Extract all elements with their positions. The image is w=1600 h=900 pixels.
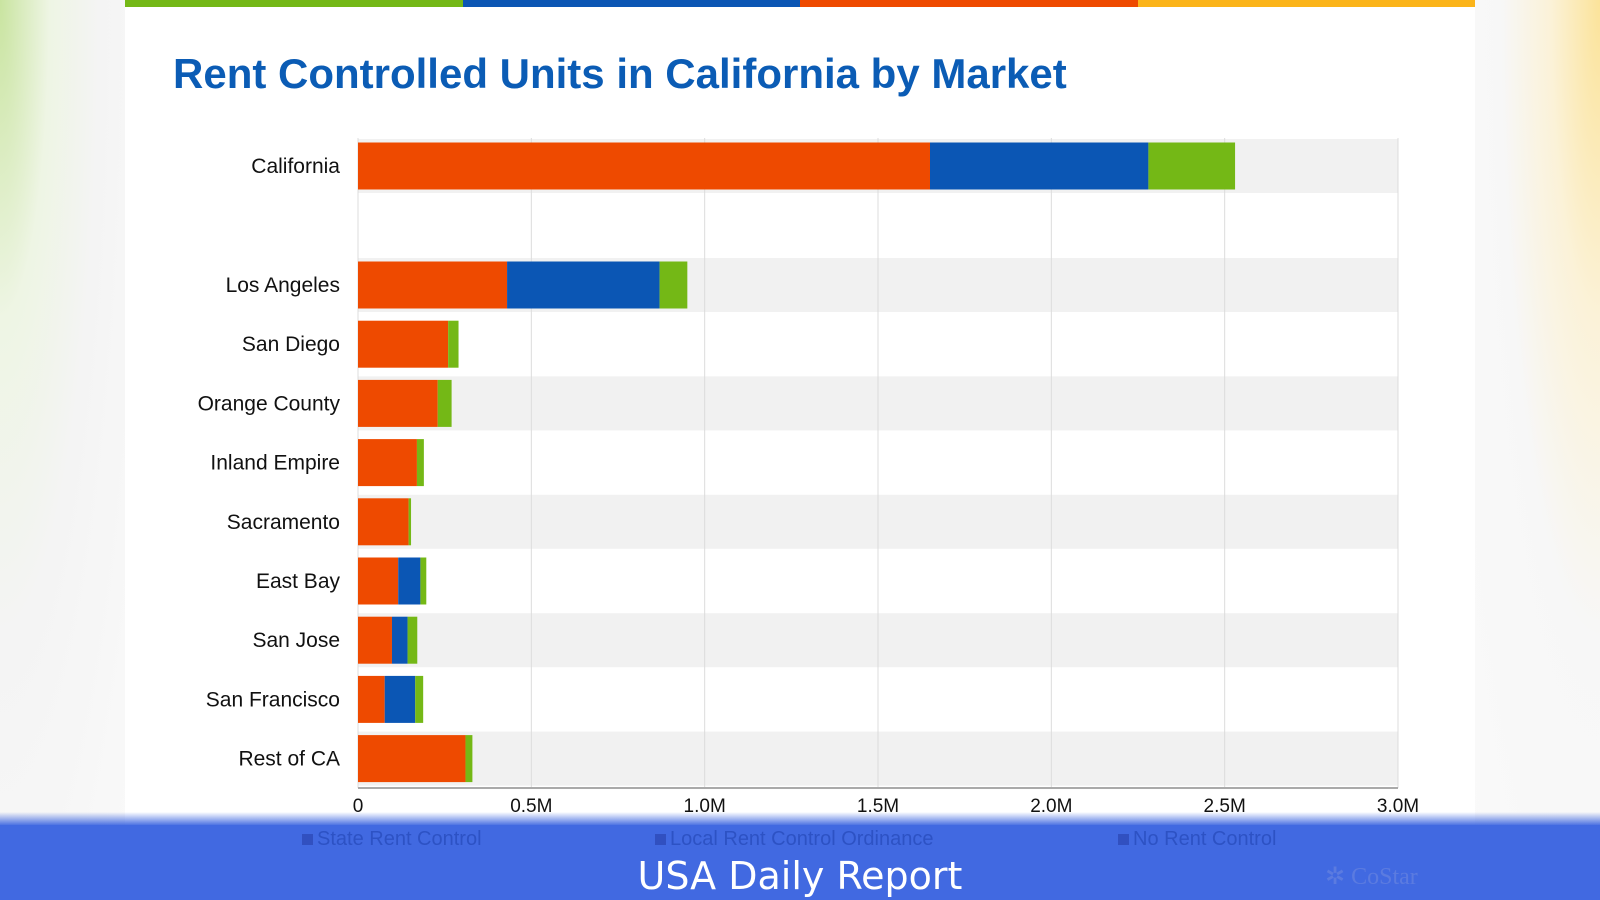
background-right [1460, 0, 1600, 900]
strip-segment [125, 0, 463, 7]
bar-state-rent-control [358, 261, 508, 309]
strip-segment [800, 0, 1138, 7]
category-label: San Francisco [206, 688, 340, 711]
x-tick-label: 2.0M [1030, 796, 1072, 817]
legend-label: No Rent Control [1133, 828, 1277, 850]
category-label: Sacramento [227, 511, 340, 534]
bar-no-rent-control [1148, 142, 1236, 190]
bar-state-rent-control [358, 320, 449, 368]
bar-state-rent-control [358, 439, 417, 487]
category-label: San Jose [252, 629, 340, 652]
legend-swatch [1118, 833, 1129, 845]
legend-item: State Rent Control [302, 828, 482, 850]
x-tick-label: 3.0M [1377, 796, 1419, 817]
bar-no-rent-control [448, 320, 459, 368]
category-label: Orange County [198, 392, 341, 415]
strip-segment [462, 0, 800, 7]
bar-state-rent-control [358, 675, 385, 723]
bar-no-rent-control [420, 557, 427, 605]
bar-local-rent-control-ordinance [507, 261, 660, 309]
bar-state-rent-control [358, 616, 392, 664]
category-label: Rest of CA [238, 748, 340, 771]
bar-state-rent-control [358, 498, 409, 546]
bar-no-rent-control [415, 675, 424, 723]
bar-state-rent-control [358, 735, 466, 783]
bar-state-rent-control [358, 379, 438, 427]
x-tick-label: 1.5M [857, 796, 899, 817]
bar-local-rent-control-ordinance [384, 675, 416, 723]
x-tick-label: 0 [353, 796, 364, 817]
strip-segment [1137, 0, 1475, 7]
bar-no-rent-control [465, 735, 473, 783]
legend-item: Local Rent Control Ordinance [655, 828, 933, 850]
legend-swatch [302, 833, 313, 845]
legend-label: Local Rent Control Ordinance [670, 828, 934, 850]
category-label: Inland Empire [210, 452, 340, 475]
legend-swatch [655, 833, 666, 845]
legend-label: State Rent Control [317, 828, 482, 850]
category-label: San Diego [242, 333, 340, 356]
bar-local-rent-control-ordinance [398, 557, 421, 605]
bar-state-rent-control [358, 142, 930, 190]
logo-text: CoStar [1351, 864, 1418, 890]
bar-state-rent-control [358, 557, 399, 605]
bar-no-rent-control [408, 498, 412, 546]
category-label: East Bay [256, 570, 341, 593]
banner [0, 825, 1600, 900]
bar-local-rent-control-ordinance [930, 142, 1149, 190]
x-tick-label: 1.0M [684, 796, 726, 817]
banner-fade [0, 812, 1600, 826]
bar-no-rent-control [659, 261, 688, 309]
bar-local-rent-control-ordinance [391, 616, 408, 664]
bar-no-rent-control [437, 379, 452, 427]
bar-no-rent-control [407, 616, 418, 664]
costar-logo: ✲ CoStar [1325, 864, 1418, 890]
category-label: California [251, 155, 340, 178]
chart-title: Rent Controlled Units in California by M… [173, 50, 1067, 97]
background-left [0, 0, 140, 900]
x-tick-label: 0.5M [510, 796, 552, 817]
bar-no-rent-control [416, 439, 424, 487]
banner-text: USA Daily Report [637, 854, 963, 898]
legend-item: No Rent Control [1118, 828, 1276, 850]
category-label: Los Angeles [226, 274, 340, 297]
x-tick-label: 2.5M [1204, 796, 1246, 817]
